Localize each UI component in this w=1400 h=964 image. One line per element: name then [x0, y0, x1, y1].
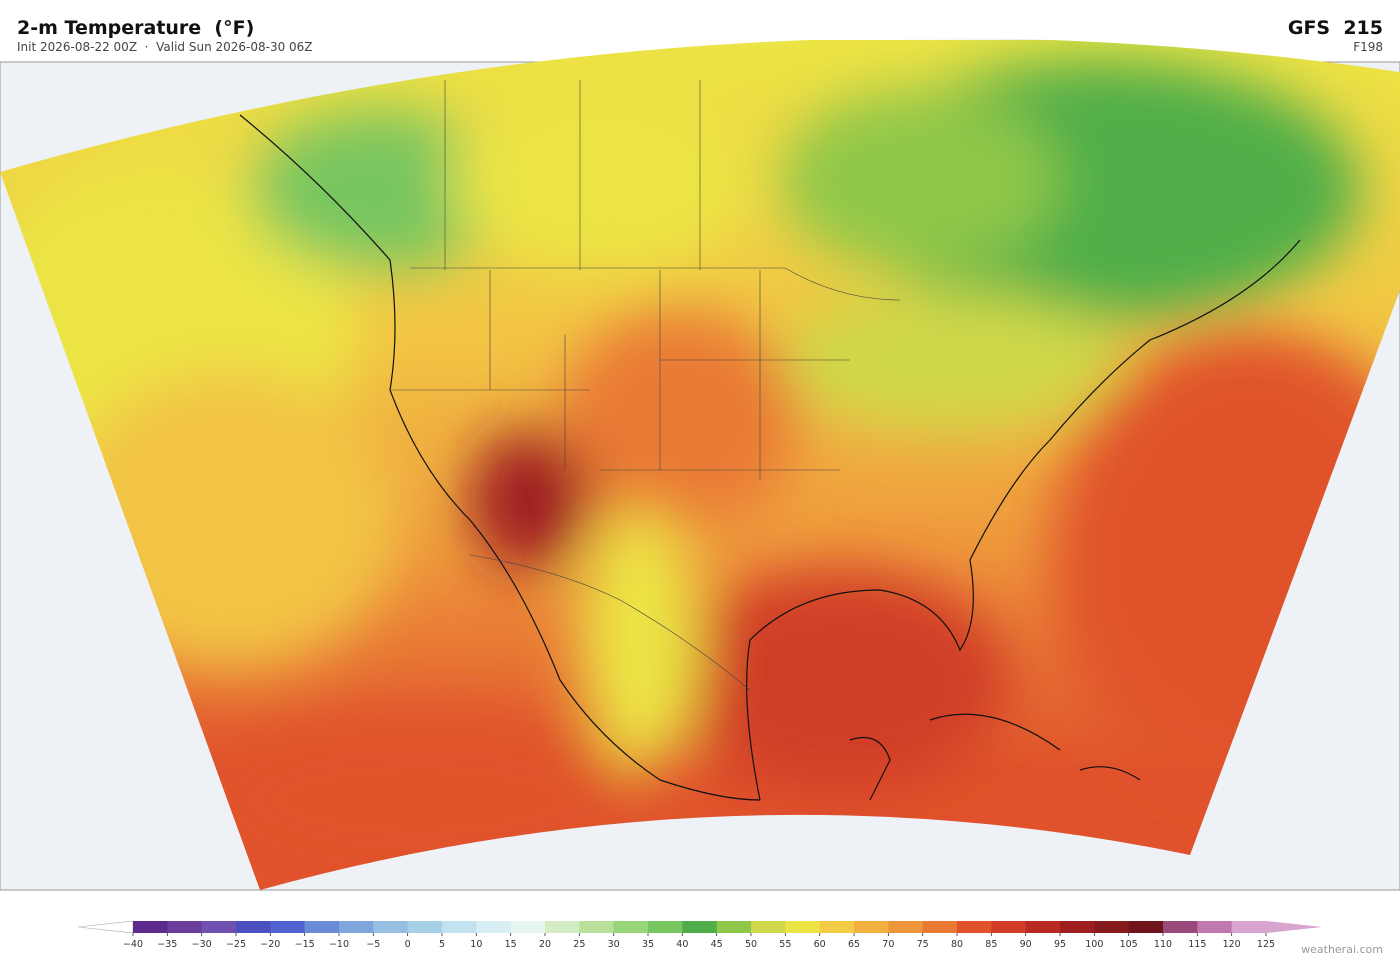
colorbar-tick-label: 5	[439, 939, 445, 950]
colorbar-tick-label: 125	[1257, 939, 1275, 950]
colorbar-segment	[579, 921, 615, 933]
colorbar-segment	[819, 921, 855, 933]
colorbar-tick-label: 115	[1188, 939, 1206, 950]
colorbar-tick-label: 55	[779, 939, 791, 950]
colorbar-segment	[922, 921, 958, 933]
colorbar-over	[1266, 921, 1322, 933]
colorbar-tick-label: −20	[260, 939, 280, 950]
title: 2-m Temperature (°F)	[17, 17, 254, 39]
colorbar-segment	[1094, 921, 1130, 933]
colorbar-segment	[407, 921, 443, 933]
colorbar-tick-label: 65	[848, 939, 860, 950]
colorbar-segment	[716, 921, 752, 933]
colorbar-segment	[751, 921, 786, 933]
colorbar-tick-label: 70	[882, 939, 894, 950]
colorbar-tick-label: 15	[505, 939, 517, 950]
colorbar-segment	[270, 921, 306, 933]
colorbar-segment	[785, 921, 821, 933]
colorbar-segment	[682, 921, 718, 933]
colorbar-tick-label: 40	[676, 939, 688, 950]
colorbar-under	[77, 920, 134, 934]
coastlines	[239, 114, 1301, 801]
colorbar-segment	[1128, 921, 1164, 933]
colorbar-tick-label: 85	[985, 939, 997, 950]
colorbar-segment	[613, 921, 649, 933]
colorbar-segment	[442, 921, 477, 933]
colorbar-segment	[304, 921, 340, 933]
colorbar-segment	[957, 921, 992, 933]
colorbar-tick-label: −5	[366, 939, 380, 950]
colorbar-tick-label: 110	[1154, 939, 1172, 950]
colorbar-segment	[1197, 921, 1233, 933]
colorbar-segment	[373, 921, 409, 933]
header: 2-m Temperature (°F) Init 2026-08-22 00Z…	[17, 17, 1383, 54]
colorbar-tick-label: 90	[1020, 939, 1032, 950]
colorbar-tick-label: 120	[1223, 939, 1241, 950]
colorbar-tick-label: 20	[539, 939, 551, 950]
colorbar-segment	[236, 921, 271, 933]
colorbar-segment	[545, 921, 580, 933]
colorbar-tick-label: 95	[1054, 939, 1066, 950]
colorbar-segment	[1025, 921, 1061, 933]
colorbar-segment	[854, 921, 889, 933]
colorbar-segment	[648, 921, 683, 933]
map	[0, 40, 1400, 891]
colorbar-tick-label: 10	[470, 939, 482, 950]
colorbar-tick-label: −25	[226, 939, 246, 950]
forecast-hour: F198	[1353, 40, 1383, 54]
credit: weatherai.com	[1301, 943, 1383, 956]
colorbar-tick-label: 80	[951, 939, 963, 950]
model: GFS 215	[1288, 17, 1383, 39]
colorbar-segment	[133, 921, 168, 933]
colorbar-segment	[1163, 921, 1198, 933]
colorbar-tick-label: 105	[1120, 939, 1138, 950]
colorbar-tick-label: 50	[745, 939, 757, 950]
colorbar-tick-label: −10	[329, 939, 349, 950]
colorbar-tick-label: −15	[295, 939, 315, 950]
colorbar-tick-label: 75	[917, 939, 929, 950]
subtitle: Init 2026-08-22 00Z · Valid Sun 2026-08-…	[17, 40, 313, 54]
colorbar-segment	[991, 921, 1027, 933]
colorbar-segment	[339, 921, 374, 933]
colorbar-tick-label: 60	[814, 939, 826, 950]
colorbar-tick-label: 25	[573, 939, 585, 950]
colorbar-segment	[888, 921, 924, 933]
colorbar-segment	[510, 921, 546, 933]
colorbar: −40 −35 −30 −25 −20 −15 −10 −5 0 5 10 15 20 25 30 35 40 4…	[77, 920, 1322, 950]
colorbar-tick-label: 45	[711, 939, 723, 950]
colorbar-tick-label: −35	[157, 939, 177, 950]
colorbar-tick-label: 35	[642, 939, 654, 950]
colorbar-tick-label: 100	[1085, 939, 1103, 950]
borders	[390, 80, 901, 691]
colorbar-segment	[1231, 921, 1267, 933]
colorbar-segment	[476, 921, 512, 933]
colorbar-segment	[1060, 921, 1095, 933]
colorbar-tick-label: 30	[608, 939, 620, 950]
colorbar-tick-label: 0	[405, 939, 411, 950]
temperature-field	[0, 40, 1400, 891]
colorbar-tick-label: −40	[123, 939, 143, 950]
colorbar-segment	[201, 921, 237, 933]
colorbar-tick-label: −30	[192, 939, 212, 950]
colorbar-segment	[167, 921, 203, 933]
